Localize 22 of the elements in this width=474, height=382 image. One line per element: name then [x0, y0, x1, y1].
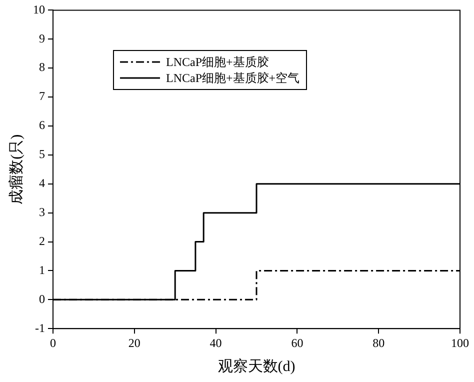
y-tick-label: 7 [39, 89, 45, 104]
legend-label: LNCaP细胞+基质胶 [166, 54, 269, 70]
y-axis-title: 成瘤数(只) [8, 134, 25, 204]
x-tick-label: 40 [210, 336, 222, 350]
y-tick-label: 9 [39, 31, 45, 46]
x-tick-label: 80 [372, 336, 385, 350]
x-axis-title: 观察天数(d) [218, 358, 296, 375]
x-tick-label: 0 [50, 336, 56, 350]
x-tick-label: 60 [291, 336, 304, 350]
y-tick-label: 8 [39, 60, 45, 74]
x-tick-label: 100 [451, 336, 469, 350]
x-tick-label: 20 [128, 336, 140, 350]
y-tick-label: -1 [35, 320, 45, 335]
legend-label: LNCaP细胞+基质胶+空气 [166, 70, 300, 86]
y-tick-label: 3 [39, 204, 45, 219]
y-tick-label: 2 [39, 234, 45, 248]
y-tick-label: 5 [39, 147, 45, 162]
y-tick-label: 0 [39, 292, 45, 306]
y-tick-label: 1 [39, 262, 45, 277]
y-tick-label: 4 [39, 176, 45, 190]
y-tick-label: 6 [39, 118, 45, 132]
y-tick-label: 10 [33, 2, 45, 16]
